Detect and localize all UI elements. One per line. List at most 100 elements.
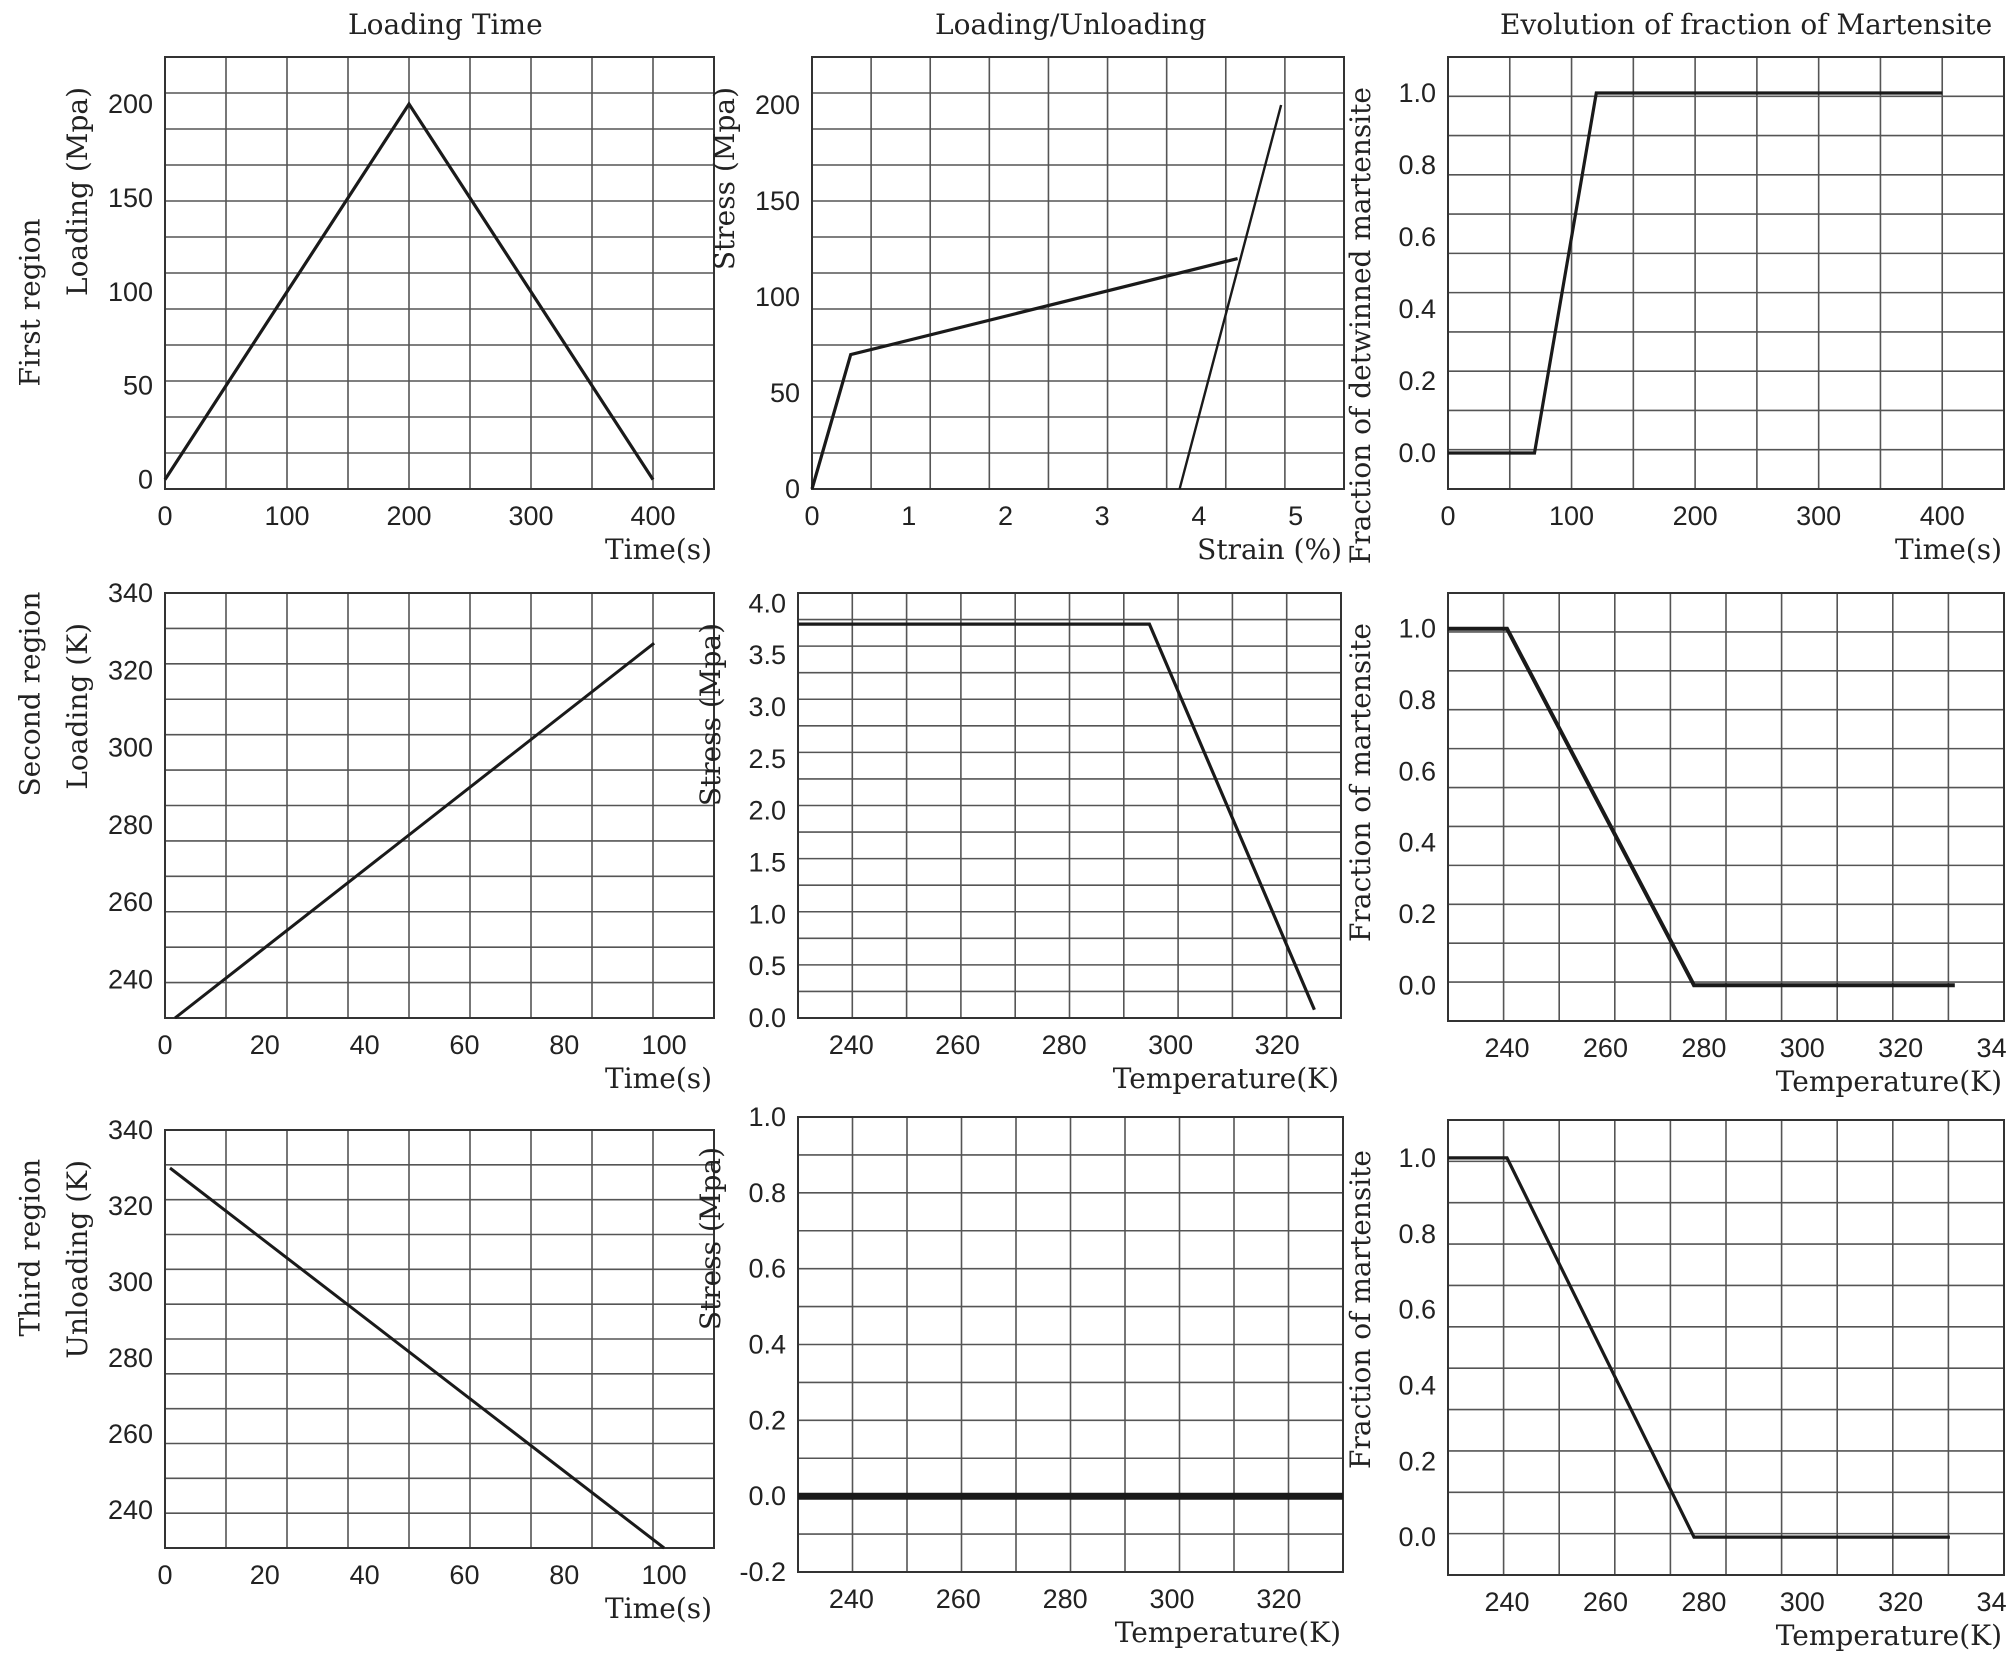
y-tick-label: 0.2 — [748, 1405, 786, 1435]
y-tick-label: 320 — [108, 1191, 153, 1221]
y-axis-label: Fraction of martensite — [1344, 623, 1377, 942]
x-tick-label: 100 — [264, 501, 309, 531]
y-tick-label: 150 — [755, 186, 800, 216]
y-tick-label: 200 — [108, 89, 153, 119]
x-tick-label: 40 — [350, 1030, 380, 1060]
y-tick-label: 0.0 — [1398, 1522, 1436, 1552]
x-axis-label: Time(s) — [605, 533, 712, 566]
x-tick-label: 320 — [1878, 1587, 1923, 1617]
grid — [811, 56, 1345, 490]
x-axis-label: Time(s) — [1895, 533, 2002, 566]
x-tick-label: 100 — [642, 1030, 687, 1060]
x-tick-label: 100 — [1549, 501, 1594, 531]
y-tick-label: 200 — [755, 90, 800, 120]
y-tick-label: 2.5 — [748, 744, 786, 774]
y-axis-label: Stress (Mpa) — [694, 1147, 727, 1330]
grid — [164, 592, 715, 1019]
x-tick-label: 240 — [1485, 1587, 1530, 1617]
grid — [797, 592, 1342, 1019]
y-axis-label: Loading (K) — [61, 623, 94, 790]
y-tick-label: 150 — [108, 183, 153, 213]
y-tick-label: 0.6 — [1398, 222, 1436, 252]
x-axis-label: Temperature(K) — [1115, 1616, 1341, 1649]
y-tick-label: 0.6 — [748, 1254, 786, 1284]
series-line-1 — [1448, 1156, 1950, 1539]
x-tick-label: 3 — [1095, 501, 1110, 531]
x-tick-label: 340 — [1977, 1033, 2006, 1063]
y-tick-label: 0.4 — [1398, 1370, 1436, 1400]
x-tick-label: 400 — [630, 501, 675, 531]
series-line-1 — [174, 642, 656, 1020]
grid — [1447, 56, 2005, 490]
x-tick-label: 0 — [157, 1560, 172, 1590]
y-tick-label: 0.2 — [1398, 899, 1436, 929]
y-tick-label: 0.5 — [748, 951, 786, 981]
y-tick-label: 50 — [123, 371, 153, 401]
grid — [164, 1129, 715, 1549]
column-title-loading-unloading: Loading/Unloading — [935, 8, 1207, 41]
y-tick-label: 1.5 — [748, 848, 786, 878]
x-tick-label: 240 — [829, 1030, 874, 1060]
y-tick-label: 0 — [138, 465, 153, 495]
y-tick-label: 0.4 — [748, 1330, 786, 1360]
series-line-1 — [163, 101, 655, 481]
y-tick-label: 280 — [108, 810, 153, 840]
y-tick-label: 0.6 — [1398, 1295, 1436, 1325]
x-tick-label: 260 — [1583, 1587, 1628, 1617]
grid — [164, 56, 715, 490]
y-tick-label: 340 — [108, 578, 153, 608]
chart-panel-1: 0 100 200 300 400 0 50 100 150 200 Time(s) Loading … — [61, 56, 715, 566]
y-tick-label: 2.0 — [748, 796, 786, 826]
x-tick-label: 0 — [157, 501, 172, 531]
series-line-2 — [1178, 104, 1283, 490]
x-tick-label: 1 — [901, 501, 916, 531]
chart-panel-5: 240 260 280 300 320 0.0 0.5 1.0 1.5 2.0 2.5 3.0 3.5 4… — [694, 588, 1342, 1095]
y-tick-label: 0.2 — [1398, 366, 1436, 396]
y-tick-label: 300 — [108, 733, 153, 763]
chart-panel-9: 240 260 280 300 320 340 0.0 0.2 0.4 0.6 0.8 1.0 Temp… — [1344, 1119, 2006, 1652]
y-tick-label: 1.0 — [1398, 78, 1436, 108]
y-tick-label: 280 — [108, 1343, 153, 1373]
plot-frame — [164, 56, 715, 490]
x-axis-label: Time(s) — [605, 1062, 712, 1095]
series-line-1 — [1448, 626, 1955, 988]
chart-panel-7: 0 20 40 60 80 100 240 260 280 300 320 340 Time(s) Unl… — [61, 1115, 715, 1625]
x-tick-label: 20 — [250, 1030, 280, 1060]
x-tick-label: 5 — [1288, 501, 1303, 531]
y-tick-label: 0.0 — [748, 1481, 786, 1511]
y-tick-label: 260 — [108, 887, 153, 917]
y-axis-label: Stress (Mpa) — [708, 87, 741, 270]
x-tick-label: 60 — [449, 1030, 479, 1060]
x-tick-label: 300 — [1796, 501, 1841, 531]
series-line-1 — [1448, 91, 1943, 455]
y-tick-label: -0.2 — [739, 1557, 786, 1587]
y-tick-label: 4.0 — [748, 588, 786, 618]
x-tick-label: 260 — [1583, 1033, 1628, 1063]
x-tick-label: 280 — [1042, 1030, 1087, 1060]
y-tick-label: 240 — [108, 1495, 153, 1525]
x-tick-label: 280 — [1043, 1584, 1088, 1614]
x-tick-label: 0 — [804, 501, 819, 531]
plot-frame — [1447, 592, 2005, 1022]
x-axis-label: Temperature(K) — [1776, 1065, 2002, 1098]
y-tick-label: 320 — [108, 655, 153, 685]
y-tick-label: 0.8 — [1398, 1219, 1436, 1249]
x-tick-label: 300 — [508, 501, 553, 531]
y-tick-label: 3.5 — [748, 640, 786, 670]
column-title-evolution-fraction: Evolution of fraction of Martensite — [1500, 8, 1993, 41]
y-tick-label: 340 — [108, 1115, 153, 1145]
x-tick-label: 260 — [936, 1584, 981, 1614]
x-tick-label: 280 — [1681, 1033, 1726, 1063]
x-tick-label: 400 — [1920, 501, 1965, 531]
x-tick-label: 80 — [549, 1030, 579, 1060]
y-tick-label: 0 — [785, 474, 800, 504]
plot-frame — [164, 1129, 715, 1549]
y-tick-label: 3.0 — [748, 692, 786, 722]
y-axis-label: Unloading (K) — [61, 1160, 94, 1359]
x-tick-label: 2 — [998, 501, 1013, 531]
x-axis-label: Temperature(K) — [1776, 1619, 2002, 1652]
series-line-1 — [810, 257, 1238, 490]
chart-panel-6: 240 260 280 300 320 340 0.0 0.2 0.4 0.6 0.8 1.0 Temp… — [1344, 592, 2006, 1098]
x-tick-label: 60 — [449, 1560, 479, 1590]
y-tick-label: 0.2 — [1398, 1446, 1436, 1476]
